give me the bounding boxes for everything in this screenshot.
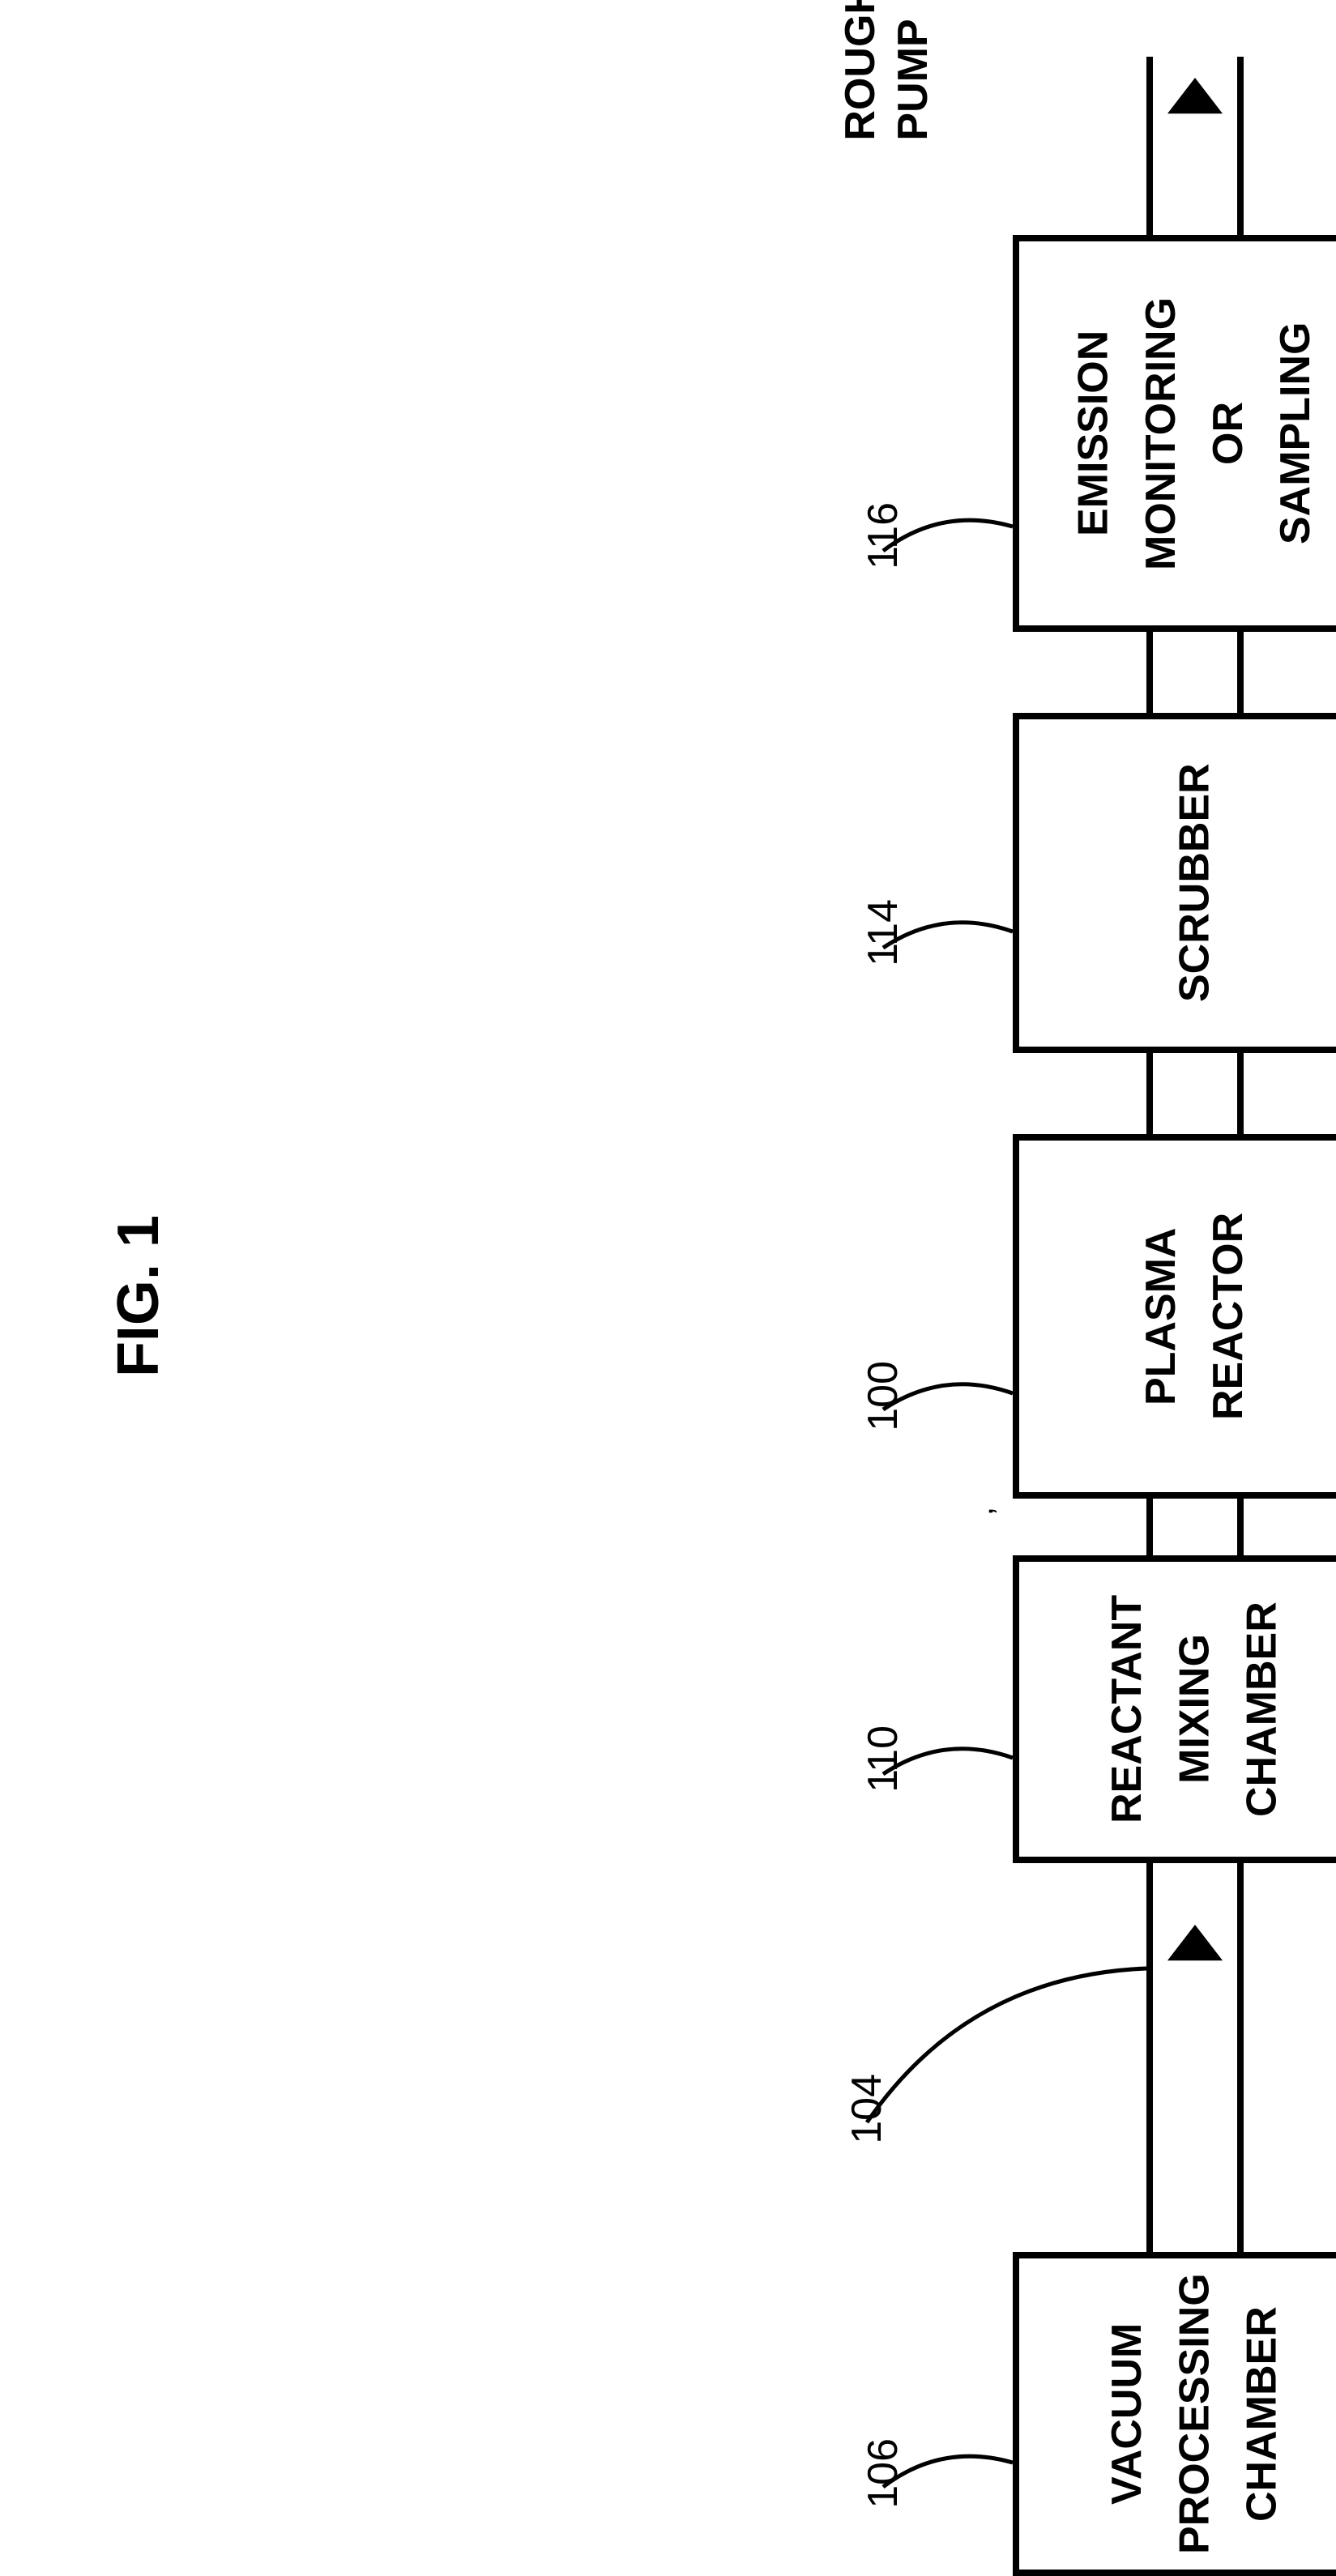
figure-title: FIG. 1 <box>105 1215 172 1377</box>
output-label: ROUGHPUMP <box>834 0 940 141</box>
scrubber-block: SCRUBBER <box>1013 713 1336 1053</box>
vacuum-block: VACUUMPROCESSINGCHAMBER <box>1013 2252 1336 2576</box>
emission-block: EMISSIONMONITORINGORSAMPLING <box>1013 235 1336 632</box>
artifact-mark: , <box>964 1507 1001 1516</box>
mixing-block: REACTANTMIXINGCHAMBER <box>1013 1555 1336 1863</box>
plasma-block: PLASMAREACTOR <box>1013 1134 1336 1499</box>
